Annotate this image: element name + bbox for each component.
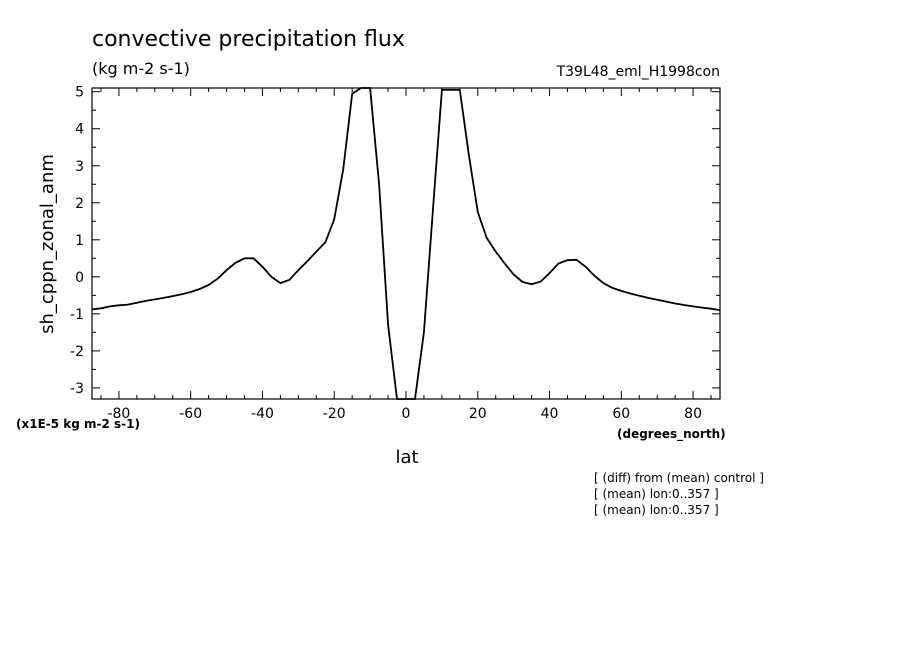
y-axis-title: sh_cppn_zonal_anm: [37, 154, 58, 334]
x-tick-label: 40: [541, 406, 559, 422]
tick-marks: [92, 88, 720, 399]
y-tick-label: -3: [70, 381, 84, 397]
x-tick-label: 80: [684, 406, 702, 422]
y-tick-label: 2: [75, 196, 84, 212]
title-units: (kg m-2 s-1): [92, 59, 190, 78]
note-line-3: [ (mean) lon:0..357 ]: [594, 503, 719, 517]
note-line-2: [ (mean) lon:0..357 ]: [594, 487, 719, 501]
x-tick-label: 20: [469, 406, 487, 422]
x-units-label: (degrees_north): [617, 427, 726, 442]
x-tick-labels: -80 -60 -40 -20 0 20 40 60 80: [107, 406, 702, 422]
x-tick-label: -20: [323, 406, 346, 422]
x-tick-label: 60: [612, 406, 630, 422]
x-axis-title: lat: [395, 447, 418, 468]
y-tick-label: 0: [75, 270, 84, 286]
series-line: [91, 87, 721, 400]
y-tick-label: 5: [75, 85, 84, 101]
chart-title: convective precipitation flux: [92, 27, 405, 52]
x-tick-label: 0: [402, 406, 411, 422]
x-tick-label: -80: [107, 406, 130, 422]
run-label: T39L48_eml_H1998con: [556, 64, 720, 80]
y-tick-label: -1: [70, 307, 84, 323]
x-tick-label: -40: [251, 406, 274, 422]
y-tick-labels: -3 -2 -1 0 1 2 3 4 5: [70, 85, 84, 397]
y-tick-label: -2: [70, 344, 84, 360]
y-scale-label: (x1E-5 kg m-2 s-1): [16, 417, 140, 431]
y-tick-label: 1: [75, 233, 84, 249]
y-tick-label: 4: [75, 122, 84, 138]
note-line-1: [ (diff) from (mean) control ]: [594, 471, 764, 485]
y-tick-label: 3: [75, 159, 84, 175]
x-tick-label: -60: [179, 406, 202, 422]
plot-frame: [91, 87, 721, 400]
